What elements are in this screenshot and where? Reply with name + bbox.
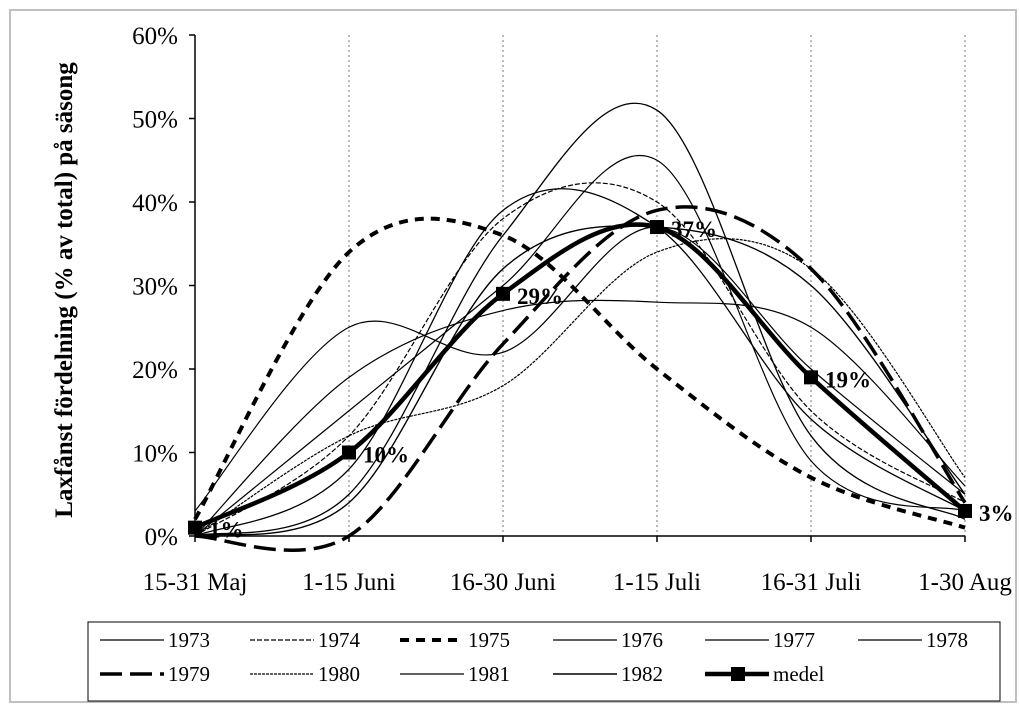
series-line-1975 xyxy=(193,216,966,530)
x-tick-label: 16-30 Juni xyxy=(450,569,556,596)
legend-label-1976: 1976 xyxy=(621,628,663,652)
mean-marker xyxy=(650,220,664,235)
x-tick-label: 15-31 Maj xyxy=(143,569,248,596)
series-line-medel xyxy=(194,222,967,530)
x-tick-label: 1-15 Juli xyxy=(613,569,701,596)
data-label: 3% xyxy=(979,501,1014,526)
series-line-1973 xyxy=(194,226,966,512)
series-line-1982 xyxy=(194,225,966,537)
y-tick-label: 40% xyxy=(132,190,178,217)
legend-label-1980: 1980 xyxy=(318,662,360,686)
x-tick-label: 16-31 Juli xyxy=(761,569,862,596)
y-axis-label: Laxfånst fördelning (% av total) på säso… xyxy=(51,62,78,518)
mean-marker xyxy=(496,286,510,301)
legend-label-1981: 1981 xyxy=(468,662,510,686)
y-tick-label: 10% xyxy=(132,441,178,468)
series-line-1979 xyxy=(194,205,967,552)
outer-border xyxy=(9,9,1017,703)
data-label: 29% xyxy=(517,284,563,309)
mean-marker xyxy=(188,520,202,535)
data-labels: 1% 10% 29% 37% 19% 3% xyxy=(209,217,1014,543)
legend-label-1982: 1982 xyxy=(621,662,663,686)
y-tick-label: 60% xyxy=(132,23,178,50)
y-tick-label: 0% xyxy=(145,524,178,551)
x-tick-label: 1-15 Juni xyxy=(302,569,396,596)
series-lines xyxy=(193,102,967,552)
data-label: 1% xyxy=(209,518,244,543)
series-line-1980 xyxy=(194,238,966,537)
mean-marker xyxy=(342,445,356,460)
mean-marker xyxy=(958,503,972,518)
y-tick-label: 50% xyxy=(132,107,178,134)
series-line-1977 xyxy=(194,154,966,537)
series-line-1978 xyxy=(194,299,966,537)
data-label: 19% xyxy=(825,367,871,392)
series-line-1976 xyxy=(194,102,966,537)
data-label: 10% xyxy=(363,443,409,468)
legend-box xyxy=(87,621,1001,702)
y-tick-label: 20% xyxy=(132,357,178,384)
legend-label-1973: 1973 xyxy=(168,628,210,652)
x-tick-labels: 15-31 Maj 1-15 Juni 16-30 Juni 1-15 Juli 16-… xyxy=(143,536,1012,596)
mean-marker xyxy=(804,370,818,385)
legend: 1973 1974 1975 1976 1977 1978 1979 1980 1981 1982… xyxy=(100,628,968,686)
legend-label-1977: 1977 xyxy=(773,628,815,652)
legend-marker-medel xyxy=(731,667,745,681)
data-label: 37% xyxy=(671,217,717,242)
y-tick-label: 30% xyxy=(132,274,178,301)
x-tick-label: 1-30 Aug xyxy=(918,569,1012,596)
legend-label-1975: 1975 xyxy=(468,628,510,652)
legend-label-1974: 1974 xyxy=(318,628,361,652)
legend-label-1978: 1978 xyxy=(926,628,968,652)
mean-markers xyxy=(188,220,972,535)
y-tick-labels: 0% 10% 20% 30% 40% 50% 60% xyxy=(132,23,195,551)
legend-label-1979: 1979 xyxy=(168,662,210,686)
series-line-1981 xyxy=(194,188,966,537)
legend-label-medel: medel xyxy=(773,662,824,686)
